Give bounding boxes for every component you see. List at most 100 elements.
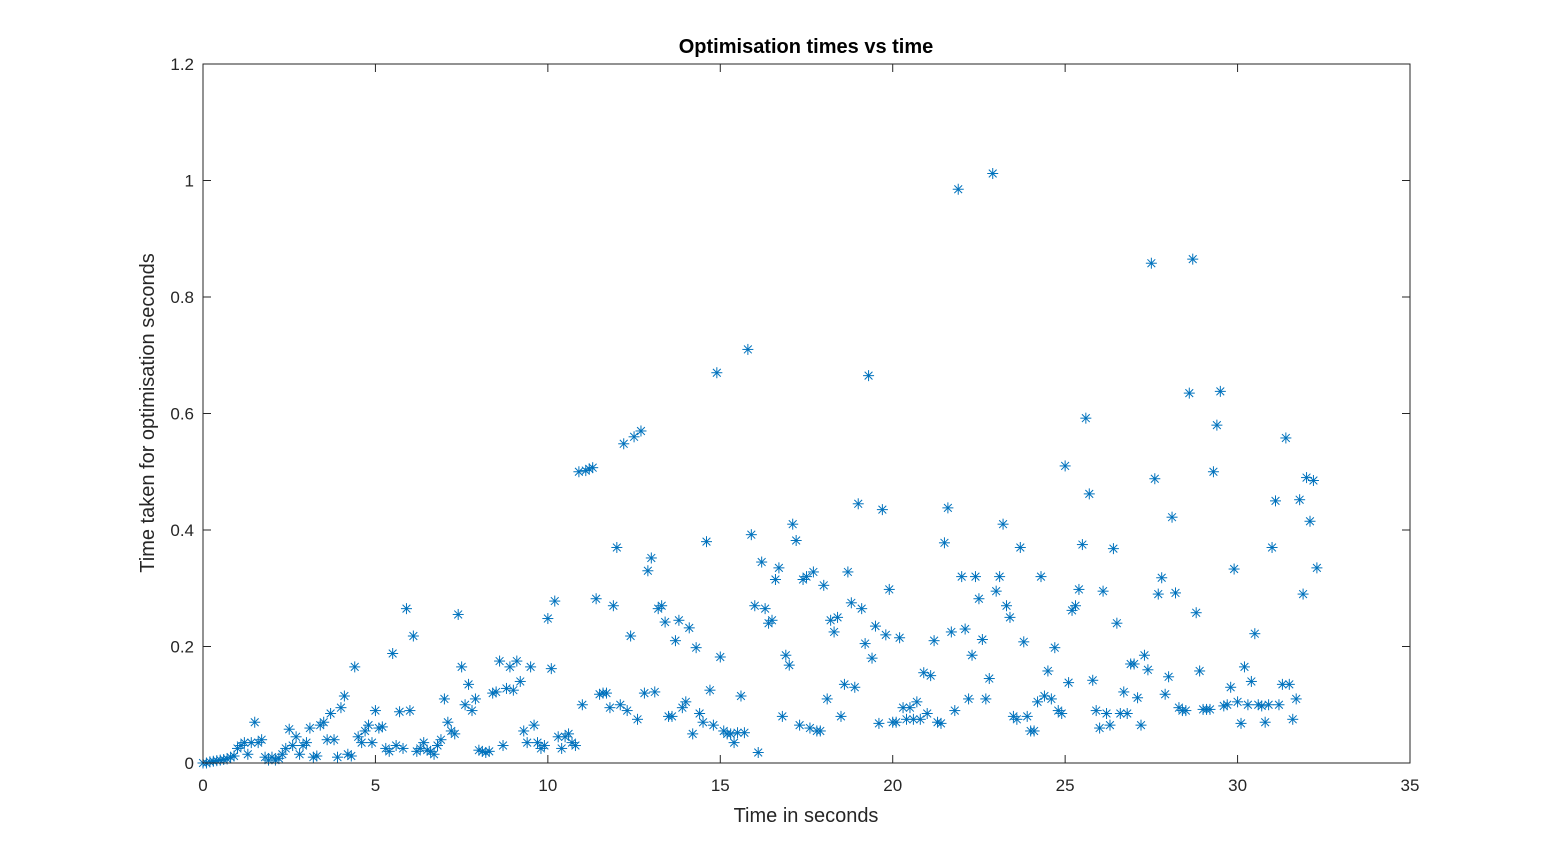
data-point [338,690,350,702]
data-point [497,740,509,752]
data-point [294,748,306,760]
data-point [759,603,771,615]
data-point [1118,686,1130,698]
data-point [1135,719,1147,731]
data-point [835,710,847,722]
data-point [638,687,650,699]
data-point [1080,412,1092,424]
x-tick-label: 5 [371,776,380,795]
data-point [435,734,447,746]
y-tick-label: 0 [185,754,194,773]
data-point [1069,600,1081,612]
data-point [521,737,533,749]
data-point [490,686,502,698]
data-point [456,661,468,673]
data-point [980,693,992,705]
y-tick-label: 1.2 [170,55,194,74]
data-point [1018,636,1030,648]
data-point [1063,677,1075,689]
data-point [1149,473,1161,485]
data-point [335,702,347,714]
data-point [1032,696,1044,708]
chart-title: Optimisation times vs time [679,36,934,58]
data-point [1056,707,1068,719]
data-point [852,498,864,510]
data-point [407,630,419,642]
data-point [1066,604,1078,616]
data-point [414,742,426,754]
data-point [573,466,585,478]
data-point [856,603,868,615]
data-point [738,727,750,739]
data-point [911,696,923,708]
data-point [345,750,357,762]
data-point [528,719,540,731]
data-point [1225,681,1237,693]
data-point [518,725,530,737]
data-point [756,556,768,568]
data-point [749,600,761,612]
data-point [642,565,654,577]
data-point [614,699,626,711]
data-point [904,702,916,714]
data-point [945,626,957,638]
data-point [1145,257,1157,269]
data-point [983,673,995,685]
data-point [897,702,909,714]
data-point [949,705,961,717]
data-point [1111,617,1123,629]
data-point [669,635,681,647]
x-tick-label: 20 [883,776,902,795]
data-point [666,710,678,722]
data-point [707,719,719,731]
data-point [1180,705,1192,717]
data-point [383,745,395,757]
x-tick-label: 15 [711,776,730,795]
y-tick-label: 1 [185,172,194,191]
data-point [621,705,633,717]
data-point [469,693,481,705]
data-point [1187,253,1199,265]
y-tick-label: 0.4 [170,521,194,540]
data-point [300,737,312,749]
data-point [394,706,406,718]
data-point [1214,385,1226,397]
data-point [625,630,637,642]
data-point [1035,571,1047,583]
data-point [463,678,475,690]
y-axis-label: Time taken for optimisation seconds [137,253,159,572]
data-point [1101,707,1113,719]
data-point [1283,678,1295,690]
data-point [1121,707,1133,719]
data-point [1028,725,1040,737]
data-point [787,518,799,530]
data-point [1107,543,1119,555]
data-point [276,748,288,760]
data-point [1259,716,1271,728]
data-point [742,343,754,355]
data-point [545,663,557,675]
data-point [542,613,554,625]
data-point [694,707,706,719]
data-point [1273,699,1285,711]
data-point [1156,572,1168,584]
data-point [452,608,464,620]
data-point [466,705,478,717]
data-point [1042,665,1054,677]
data-point [245,737,257,749]
data-point [1211,419,1223,431]
data-point [752,747,764,759]
data-point [1183,387,1195,399]
data-point [1263,699,1275,711]
data-point [1245,675,1257,687]
data-point [283,723,295,735]
data-point [1128,658,1140,670]
data-point [859,638,871,650]
data-point [790,534,802,546]
data-point [935,717,947,729]
data-point [1311,562,1323,574]
data-point [1169,587,1181,599]
data-point [1004,611,1016,623]
data-point [683,622,695,634]
